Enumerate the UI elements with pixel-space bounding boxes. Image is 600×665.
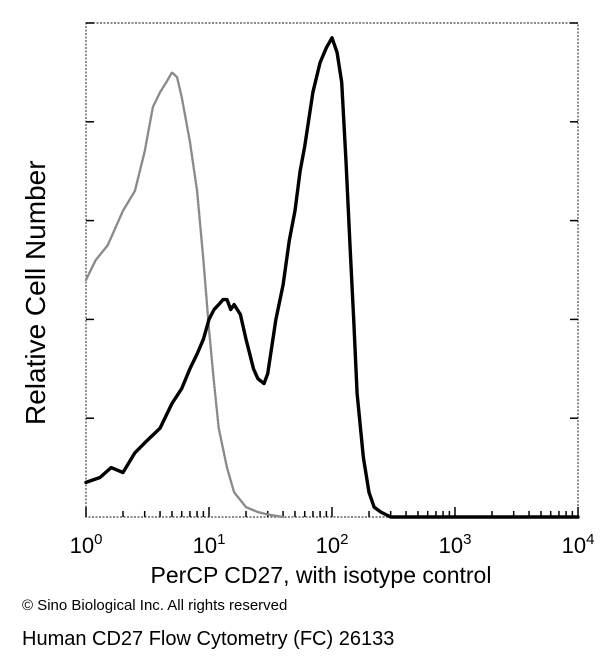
x-tick-label: 104: [562, 531, 595, 558]
image-caption: Human CD27 Flow Cytometry (FC) 26133: [22, 628, 395, 650]
x-tick-label: 101: [193, 531, 226, 558]
x-tick-label: 100: [70, 531, 103, 558]
copyright-text: © Sino Biological Inc. All rights reserv…: [22, 597, 288, 614]
cd27-series: [84, 36, 580, 519]
series-layer: [84, 36, 580, 519]
x-tick-labels: 100 101 102 103 104: [70, 531, 595, 558]
y-axis-label: Relative Cell Number: [20, 160, 51, 425]
axis-ticks: [85, 22, 579, 517]
chart-svg: 100 101 102 103 104: [70, 22, 595, 558]
isotype-control-series: [84, 71, 285, 519]
x-tick-label: 102: [316, 531, 349, 558]
plot-frame: [85, 22, 579, 518]
x-axis-label: PerCP CD27, with isotype control: [150, 562, 492, 588]
x-tick-label: 103: [439, 531, 472, 558]
